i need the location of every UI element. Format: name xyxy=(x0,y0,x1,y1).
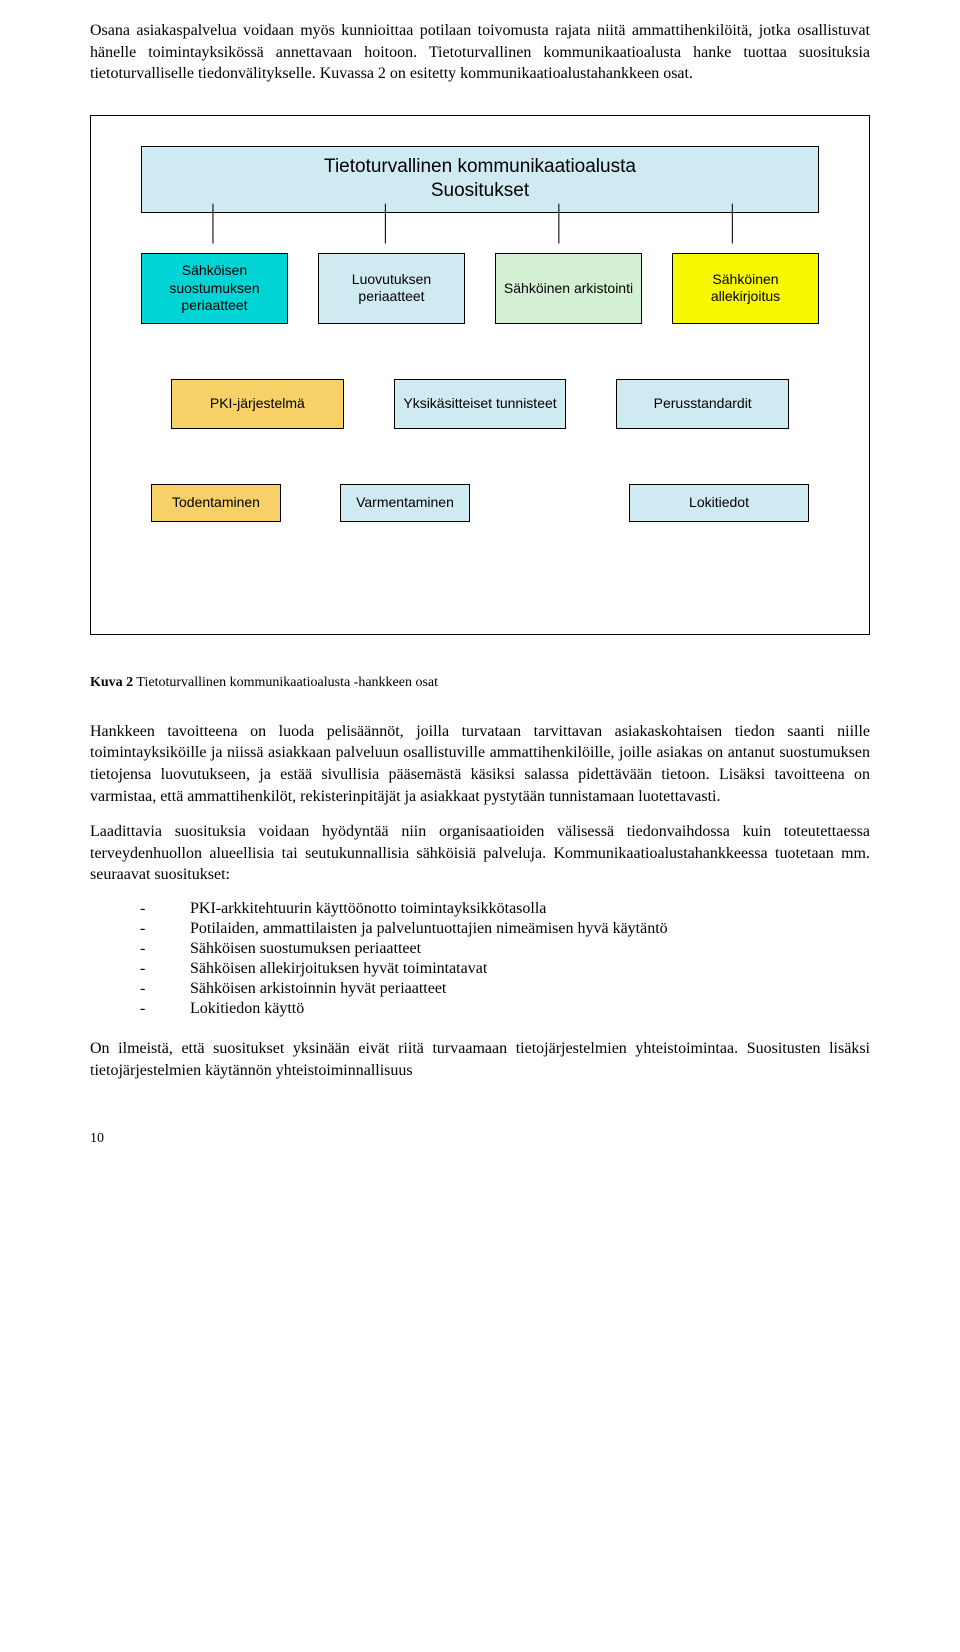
list-item: -Potilaiden, ammattilaisten ja palvelunt… xyxy=(140,920,870,938)
title-line-1: Tietoturvallinen kommunikaatioalusta xyxy=(324,156,636,177)
diagram-title: Tietoturvallinen kommunikaatioalusta Suo… xyxy=(141,146,819,213)
box-varmentaminen: Varmentaminen xyxy=(340,484,470,522)
bullet-list: -PKI-arkkitehtuurin käyttöönotto toimint… xyxy=(140,900,870,1018)
list-text: Sähköisen arkistoinnin hyvät periaatteet xyxy=(190,980,446,998)
box-pki: PKI-järjestelmä xyxy=(171,379,344,429)
paragraph-3: Laadittavia suosituksia voidaan hyödyntä… xyxy=(90,821,870,886)
list-dash: - xyxy=(140,940,190,958)
paragraph-2: Hankkeen tavoitteena on luoda pelisäännö… xyxy=(90,721,870,807)
paragraph-1: Osana asiakaspalvelua voidaan myös kunni… xyxy=(90,20,870,85)
box-sahkoisen-suostumuksen: Sähköisen suostumuksen periaatteet xyxy=(141,253,288,324)
diagram-container: Tietoturvallinen kommunikaatioalusta Suo… xyxy=(90,115,870,635)
box-lokitiedot: Lokitiedot xyxy=(629,484,809,522)
diagram-row-3: Todentaminen Varmentaminen Lokitiedot xyxy=(151,484,809,522)
list-text: Sähköisen suostumuksen periaatteet xyxy=(190,940,421,958)
list-item: -Sähköisen suostumuksen periaatteet xyxy=(140,940,870,958)
list-item: -Lokitiedon käyttö xyxy=(140,1000,870,1018)
list-item: -PKI-arkkitehtuurin käyttöönotto toimint… xyxy=(140,900,870,918)
box-tunnisteet: Yksikäsitteiset tunnisteet xyxy=(394,379,567,429)
list-dash: - xyxy=(140,1000,190,1018)
caption-text: Tietoturvallinen kommunikaatioalusta -ha… xyxy=(133,675,438,690)
list-text: Lokitiedon käyttö xyxy=(190,1000,304,1018)
box-perusstandardit: Perusstandardit xyxy=(616,379,789,429)
page-number: 10 xyxy=(90,1131,870,1147)
diagram-row-1: Sähköisen suostumuksen periaatteet Luovu… xyxy=(141,253,819,324)
diagram-row-2: PKI-järjestelmä Yksikäsitteiset tunniste… xyxy=(171,379,789,429)
box-todentaminen: Todentaminen xyxy=(151,484,281,522)
box-luovutuksen: Luovutuksen periaatteet xyxy=(318,253,465,324)
paragraph-4: On ilmeistä, että suositukset yksinään e… xyxy=(90,1038,870,1081)
list-text: Potilaiden, ammattilaisten ja palveluntu… xyxy=(190,920,668,938)
list-dash: - xyxy=(140,900,190,918)
caption-bold: Kuva 2 xyxy=(90,675,133,690)
list-dash: - xyxy=(140,980,190,998)
box-allekirjoitus: Sähköinen allekirjoitus xyxy=(672,253,819,324)
list-item: -Sähköisen allekirjoituksen hyvät toimin… xyxy=(140,960,870,978)
list-dash: - xyxy=(140,920,190,938)
list-dash: - xyxy=(140,960,190,978)
title-line-2: Suositukset xyxy=(431,180,529,201)
list-text: Sähköisen allekirjoituksen hyvät toimint… xyxy=(190,960,487,978)
figure-caption: Kuva 2 Tietoturvallinen kommunikaatioalu… xyxy=(90,675,870,691)
list-text: PKI-arkkitehtuurin käyttöönotto toiminta… xyxy=(190,900,546,918)
list-item: -Sähköisen arkistoinnin hyvät periaattee… xyxy=(140,980,870,998)
box-arkistointi: Sähköinen arkistointi xyxy=(495,253,642,324)
